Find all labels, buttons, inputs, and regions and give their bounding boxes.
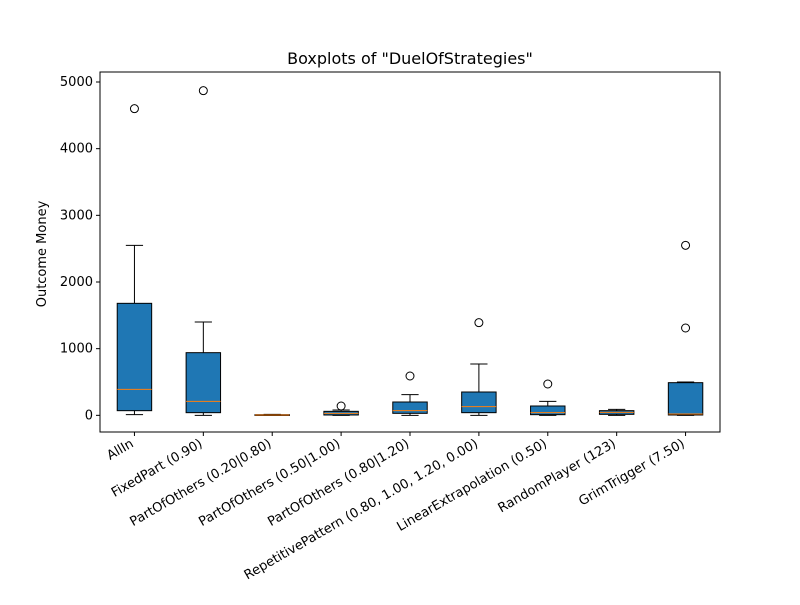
y-axis-label: Outcome Money <box>35 200 50 307</box>
box <box>116 302 153 412</box>
y-tick-label: 3000 <box>60 208 93 223</box>
outlier-point <box>543 379 553 389</box>
box <box>667 382 704 416</box>
chart-title: Boxplots of "DuelOfStrategies" <box>287 49 533 68</box>
outlier-point <box>405 371 415 381</box>
box <box>461 391 497 414</box>
box <box>185 352 222 414</box>
y-tick-label: 0 <box>85 408 93 423</box>
outlier-point <box>336 401 346 411</box>
outlier-point <box>681 240 691 250</box>
outlier-point <box>198 86 208 96</box>
outlier-point <box>129 104 139 114</box>
box <box>530 405 566 416</box>
box <box>392 401 428 414</box>
y-tick-label: 5000 <box>60 75 93 90</box>
y-tick-label: 2000 <box>60 275 93 290</box>
outlier-point <box>474 318 484 328</box>
y-tick-label: 4000 <box>60 142 93 157</box>
y-tick-label: 1000 <box>60 342 93 357</box>
outlier-point <box>681 323 691 333</box>
